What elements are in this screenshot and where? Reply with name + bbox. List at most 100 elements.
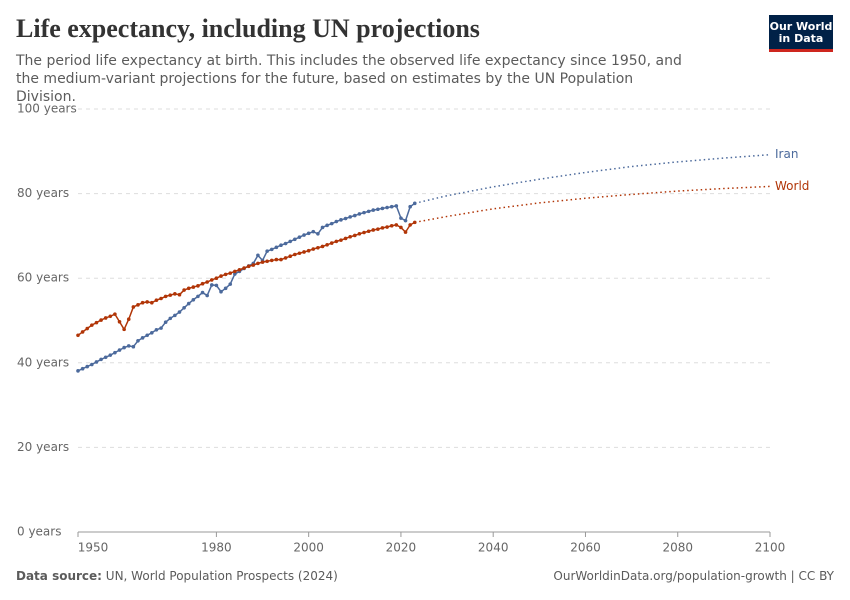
data-point (348, 234, 352, 239)
data-point (265, 249, 269, 253)
data-point (205, 280, 209, 284)
data-point (316, 231, 320, 236)
data-point (186, 301, 191, 306)
data-point (366, 229, 371, 234)
data-point (320, 225, 325, 230)
data-point (117, 348, 122, 352)
data-point (297, 235, 302, 239)
data-point (145, 300, 149, 304)
data-point (223, 286, 228, 291)
x-tick-label: 2020 (386, 541, 417, 555)
data-point (288, 239, 293, 244)
data-point (293, 237, 297, 242)
data-point (228, 271, 233, 275)
data-point (339, 238, 343, 242)
data-point (126, 317, 131, 322)
data-point (389, 223, 394, 228)
data-point (108, 353, 113, 357)
data-point (293, 252, 297, 257)
x-tick-label: 1980 (201, 541, 232, 555)
data-point (306, 231, 311, 236)
data-point (219, 289, 223, 294)
data-point (200, 281, 205, 286)
data-point (283, 241, 288, 246)
y-tick-label: 40 years (17, 355, 69, 369)
data-point (177, 310, 182, 314)
data-point (200, 290, 205, 295)
series-label: World (775, 179, 809, 193)
data-point (246, 264, 251, 269)
data-point (343, 216, 348, 221)
data-point (140, 336, 145, 340)
data-point (274, 257, 279, 262)
data-point (90, 323, 94, 327)
data-point (399, 225, 403, 230)
data-point (389, 204, 394, 209)
data-point (126, 344, 131, 348)
data-point (159, 296, 163, 301)
data-point (168, 316, 173, 321)
data-point (163, 320, 168, 324)
data-point (385, 225, 389, 229)
data-point (399, 216, 403, 220)
y-tick-label: 60 years (17, 271, 69, 285)
data-point (256, 253, 260, 258)
data-point (339, 218, 343, 222)
data-point (113, 350, 117, 355)
data-point (380, 206, 385, 211)
x-tick-label: 2060 (570, 541, 601, 555)
data-point (311, 247, 316, 251)
data-point (154, 298, 159, 302)
data-point (362, 230, 366, 235)
data-point (173, 292, 177, 296)
link[interactable]: OurWorldinData.org/population-growth | C… (553, 569, 834, 583)
data-point (219, 274, 223, 278)
data-point (99, 357, 103, 362)
data-point (76, 333, 80, 338)
data-point (209, 283, 214, 287)
x-tick-label: 2040 (478, 541, 509, 555)
data-point (265, 259, 269, 264)
data-point (205, 293, 209, 298)
data-point (385, 205, 389, 210)
data-point (122, 327, 126, 332)
y-tick-label: 20 years (17, 440, 69, 454)
data-point (223, 272, 228, 277)
data-point (302, 233, 306, 237)
data-point (136, 339, 140, 343)
data-point (269, 247, 274, 252)
data-point (214, 276, 219, 281)
data-point (283, 256, 288, 260)
data-point (191, 297, 196, 302)
data-point (228, 282, 233, 286)
data-point (256, 261, 260, 266)
data-point (237, 267, 242, 272)
data-point (131, 344, 136, 349)
data-point (233, 272, 237, 276)
source-label: Data source: (16, 569, 102, 583)
x-tick-label: 2000 (293, 541, 324, 555)
data-point (403, 218, 408, 223)
data-point (408, 204, 412, 209)
data-point (196, 294, 200, 299)
data-point (168, 293, 173, 297)
data-point (376, 227, 380, 231)
data-point (279, 243, 283, 248)
data-point (209, 278, 214, 282)
data-point (302, 250, 306, 254)
projection-line (414, 185, 771, 224)
data-point (80, 330, 85, 334)
data-point (362, 210, 366, 215)
data-point (306, 248, 311, 253)
x-tick-label: 2100 (755, 541, 786, 555)
data-point (154, 328, 159, 332)
data-point (159, 326, 163, 330)
logo[interactable]: Our World in Data (769, 15, 833, 52)
data-point (366, 209, 371, 214)
data-point (408, 223, 412, 227)
data-point (99, 318, 103, 322)
data-point (279, 257, 283, 262)
data-point (325, 223, 329, 228)
data-point (90, 362, 94, 367)
data-point (117, 319, 122, 324)
